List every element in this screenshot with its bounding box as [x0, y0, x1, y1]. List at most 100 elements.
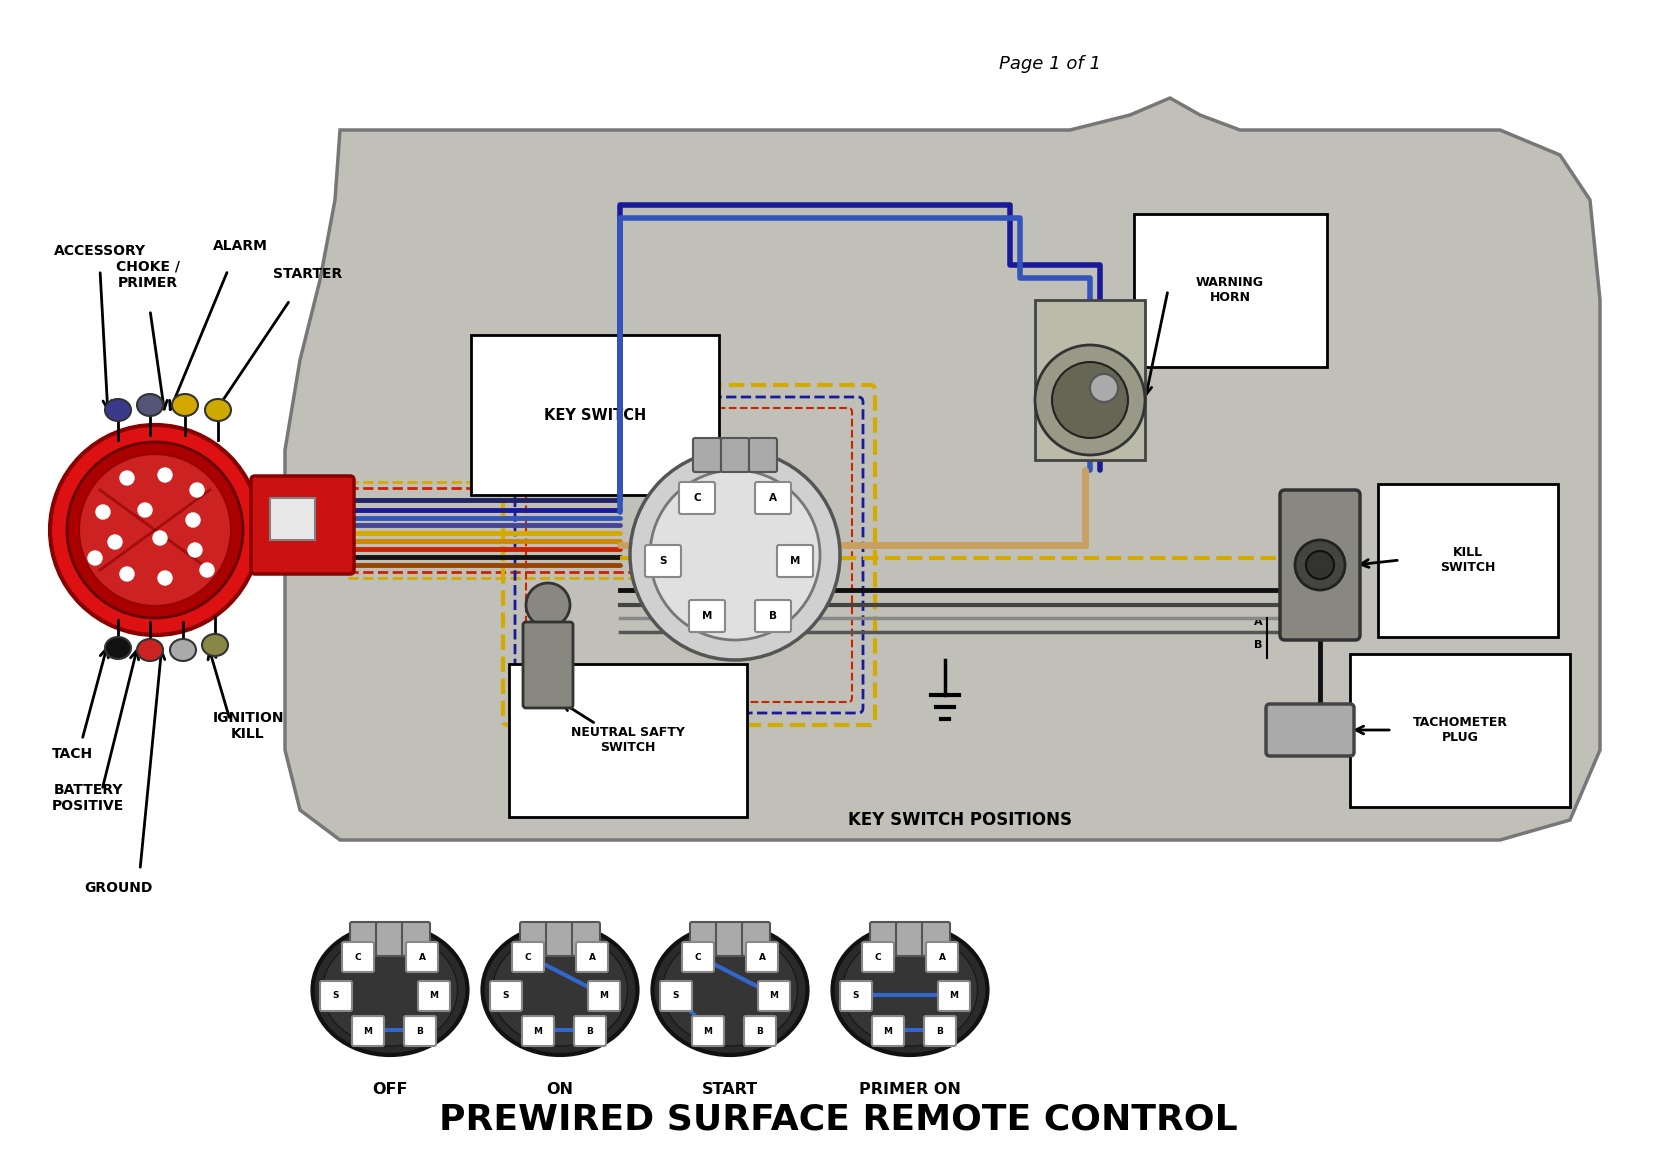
FancyBboxPatch shape — [402, 922, 431, 956]
Text: B: B — [417, 1027, 424, 1035]
Text: M: M — [702, 611, 712, 621]
FancyBboxPatch shape — [660, 981, 692, 1011]
Text: KEY SWITCH POSITIONS: KEY SWITCH POSITIONS — [848, 812, 1073, 829]
FancyBboxPatch shape — [716, 922, 744, 956]
FancyBboxPatch shape — [742, 922, 769, 956]
Ellipse shape — [483, 925, 637, 1055]
FancyBboxPatch shape — [588, 981, 620, 1011]
Circle shape — [189, 482, 204, 497]
FancyBboxPatch shape — [778, 545, 813, 577]
FancyBboxPatch shape — [350, 922, 379, 956]
Text: ACCESSORY: ACCESSORY — [54, 244, 146, 258]
FancyBboxPatch shape — [511, 941, 545, 972]
Text: A: A — [1254, 617, 1262, 626]
Ellipse shape — [169, 639, 196, 660]
Circle shape — [1306, 552, 1334, 578]
Text: M: M — [600, 992, 608, 1000]
FancyBboxPatch shape — [682, 941, 714, 972]
FancyBboxPatch shape — [692, 1016, 724, 1046]
FancyBboxPatch shape — [746, 941, 778, 972]
Circle shape — [50, 425, 260, 635]
Circle shape — [1053, 362, 1128, 438]
Text: KEY SWITCH: KEY SWITCH — [545, 408, 647, 423]
Text: ON: ON — [546, 1082, 573, 1097]
Text: M: M — [789, 556, 799, 566]
FancyBboxPatch shape — [923, 1016, 955, 1046]
Circle shape — [158, 571, 173, 586]
Ellipse shape — [843, 934, 977, 1046]
Ellipse shape — [322, 934, 458, 1046]
Circle shape — [1036, 345, 1145, 456]
Ellipse shape — [652, 925, 808, 1055]
FancyBboxPatch shape — [342, 941, 374, 972]
FancyBboxPatch shape — [689, 600, 726, 632]
Circle shape — [158, 468, 173, 482]
Text: B: B — [937, 1027, 944, 1035]
Text: B: B — [1254, 641, 1262, 650]
Text: A: A — [759, 952, 766, 961]
Text: M: M — [429, 992, 439, 1000]
Circle shape — [96, 505, 111, 519]
Text: A: A — [939, 952, 945, 961]
Ellipse shape — [662, 934, 798, 1046]
FancyBboxPatch shape — [645, 545, 680, 577]
Text: TACH: TACH — [52, 747, 92, 761]
Circle shape — [107, 535, 122, 549]
Text: A: A — [419, 952, 426, 961]
Text: START: START — [702, 1082, 758, 1097]
Text: S: S — [503, 992, 510, 1000]
Circle shape — [67, 441, 243, 618]
Text: C: C — [694, 952, 701, 961]
FancyBboxPatch shape — [251, 475, 354, 574]
Text: ALARM: ALARM — [213, 239, 268, 253]
Ellipse shape — [833, 925, 987, 1055]
FancyBboxPatch shape — [939, 981, 970, 1011]
Text: PRIMER ON: PRIMER ON — [860, 1082, 960, 1097]
Text: S: S — [659, 556, 667, 566]
FancyBboxPatch shape — [754, 600, 791, 632]
Text: C: C — [875, 952, 882, 961]
Text: S: S — [853, 992, 860, 1000]
FancyBboxPatch shape — [870, 922, 898, 956]
FancyBboxPatch shape — [691, 922, 717, 956]
Text: CHOKE /
PRIMER: CHOKE / PRIMER — [116, 260, 179, 290]
Text: B: B — [587, 1027, 593, 1035]
Circle shape — [188, 543, 203, 557]
FancyBboxPatch shape — [922, 922, 950, 956]
Circle shape — [1089, 374, 1118, 402]
Text: BATTERY
POSITIVE: BATTERY POSITIVE — [52, 782, 124, 813]
Text: TACHOMETER
PLUG: TACHOMETER PLUG — [1413, 715, 1507, 744]
Text: C: C — [525, 952, 531, 961]
Text: M: M — [533, 1027, 543, 1035]
FancyBboxPatch shape — [861, 941, 893, 972]
Text: B: B — [769, 611, 778, 621]
Bar — [270, 498, 315, 540]
Text: S: S — [334, 992, 339, 1000]
Circle shape — [137, 504, 153, 518]
FancyBboxPatch shape — [897, 922, 923, 956]
Text: OFF: OFF — [372, 1082, 407, 1097]
Ellipse shape — [106, 637, 131, 659]
Ellipse shape — [312, 925, 468, 1055]
FancyBboxPatch shape — [1280, 489, 1359, 641]
FancyBboxPatch shape — [692, 438, 721, 472]
Text: M: M — [883, 1027, 893, 1035]
Circle shape — [121, 567, 134, 581]
Circle shape — [199, 563, 215, 577]
Polygon shape — [285, 98, 1601, 840]
Circle shape — [79, 454, 231, 607]
FancyBboxPatch shape — [1265, 704, 1354, 756]
FancyBboxPatch shape — [840, 981, 872, 1011]
FancyBboxPatch shape — [489, 981, 521, 1011]
Text: M: M — [950, 992, 959, 1000]
FancyBboxPatch shape — [573, 1016, 607, 1046]
FancyBboxPatch shape — [754, 482, 791, 514]
Circle shape — [650, 470, 820, 641]
FancyBboxPatch shape — [744, 1016, 776, 1046]
FancyBboxPatch shape — [375, 922, 404, 956]
Text: B: B — [756, 1027, 764, 1035]
Text: C: C — [694, 493, 701, 504]
Text: M: M — [769, 992, 778, 1000]
Text: NEUTRAL SAFTY
SWITCH: NEUTRAL SAFTY SWITCH — [572, 726, 685, 754]
FancyBboxPatch shape — [406, 941, 437, 972]
